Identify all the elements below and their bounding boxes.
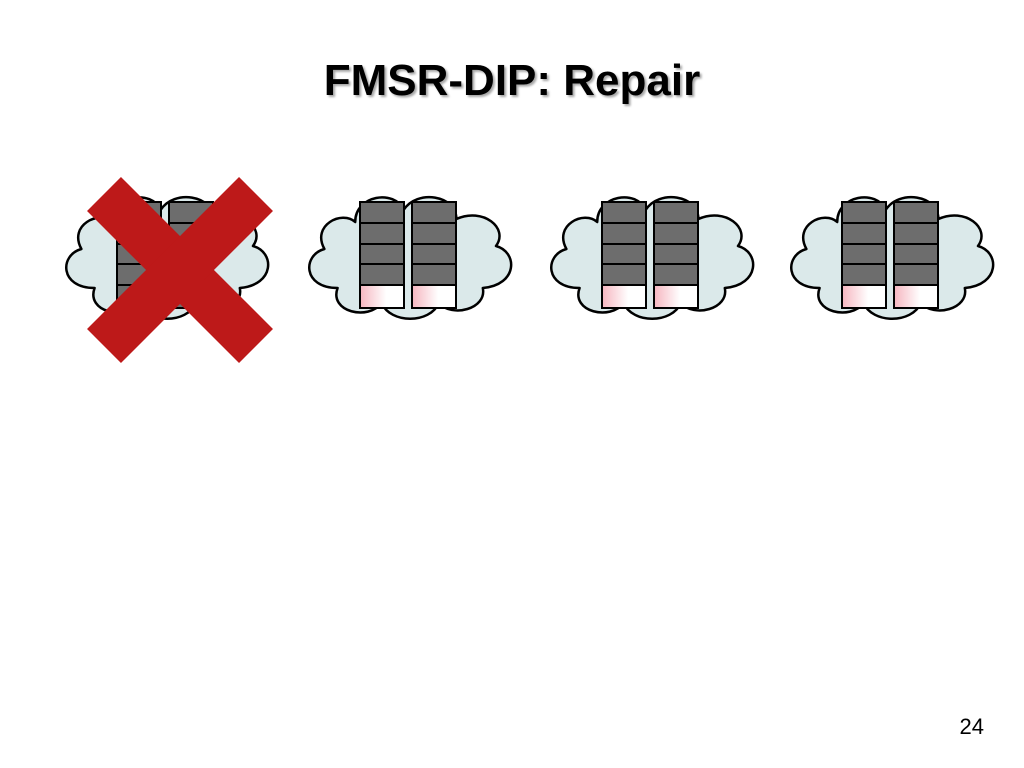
server-segment	[361, 224, 403, 245]
server-segment	[603, 265, 645, 286]
server-pair	[601, 201, 699, 309]
cloud-node	[55, 180, 275, 330]
server-segment	[655, 265, 697, 286]
server-segment	[361, 203, 403, 224]
server-icon	[168, 201, 214, 309]
server-segment	[413, 265, 455, 286]
cloud-node	[298, 180, 518, 330]
server-segment	[413, 245, 455, 266]
server-segment	[361, 245, 403, 266]
server-icon	[359, 201, 405, 309]
server-segment	[895, 265, 937, 286]
server-segment	[843, 224, 885, 245]
server-icon	[893, 201, 939, 309]
server-segment	[413, 224, 455, 245]
server-segment	[118, 224, 160, 245]
cloud-row	[40, 160, 984, 360]
server-icon	[116, 201, 162, 309]
server-icon	[411, 201, 457, 309]
server-segment	[118, 286, 160, 307]
server-segment	[413, 203, 455, 224]
server-segment	[170, 224, 212, 245]
server-segment	[603, 286, 645, 307]
cloud-node	[540, 180, 760, 330]
server-segment	[603, 245, 645, 266]
server-segment	[655, 203, 697, 224]
server-segment	[895, 224, 937, 245]
server-segment	[170, 203, 212, 224]
server-icon	[601, 201, 647, 309]
server-icon	[653, 201, 699, 309]
server-segment	[603, 224, 645, 245]
server-pair	[841, 201, 939, 309]
server-segment	[118, 203, 160, 224]
server-segment	[843, 265, 885, 286]
server-segment	[170, 245, 212, 266]
server-segment	[361, 265, 403, 286]
page-number: 24	[960, 714, 984, 740]
server-segment	[843, 286, 885, 307]
server-segment	[118, 265, 160, 286]
server-segment	[895, 203, 937, 224]
slide: FMSR-DIP: Repair 24	[0, 0, 1024, 768]
server-segment	[655, 224, 697, 245]
server-segment	[118, 245, 160, 266]
server-segment	[170, 286, 212, 307]
server-segment	[655, 245, 697, 266]
server-segment	[843, 203, 885, 224]
server-pair	[116, 201, 214, 309]
server-segment	[895, 286, 937, 307]
server-pair	[359, 201, 457, 309]
server-segment	[843, 245, 885, 266]
server-icon	[841, 201, 887, 309]
server-segment	[170, 265, 212, 286]
server-segment	[655, 286, 697, 307]
server-segment	[603, 203, 645, 224]
server-segment	[413, 286, 455, 307]
server-segment	[361, 286, 403, 307]
slide-title: FMSR-DIP: Repair	[0, 56, 1024, 106]
cloud-node	[780, 180, 1000, 330]
server-segment	[895, 245, 937, 266]
